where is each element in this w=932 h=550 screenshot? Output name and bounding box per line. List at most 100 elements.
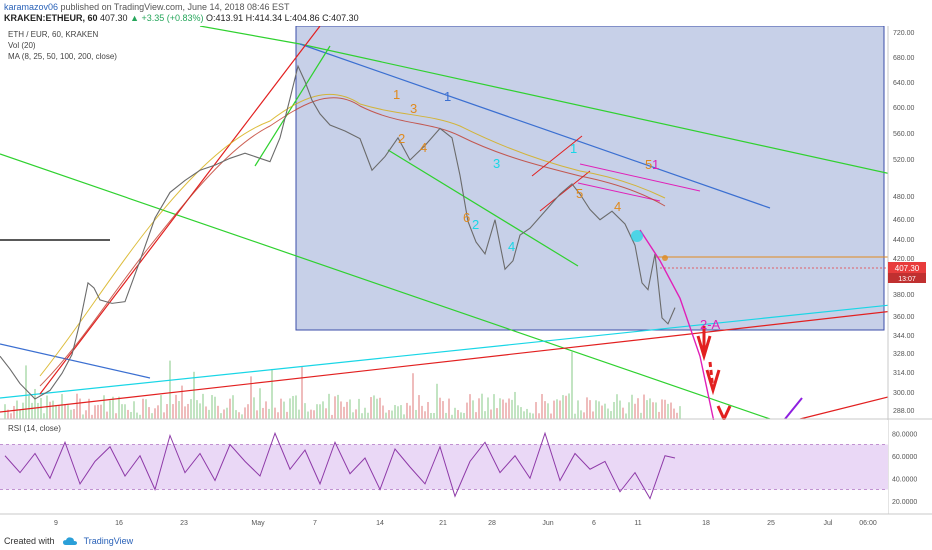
volume-bar — [568, 393, 570, 419]
orange-circle-marker — [662, 255, 668, 261]
volume-bar — [592, 411, 594, 419]
volume-bar — [421, 405, 423, 419]
volume-bar — [43, 413, 45, 419]
author-link[interactable]: karamazov06 — [4, 2, 59, 12]
volume-bar — [655, 402, 657, 419]
volume-bar — [463, 412, 465, 419]
volume-bar — [526, 408, 528, 419]
volume-bar — [502, 399, 504, 419]
price-tick-label: 344.00 — [893, 333, 915, 340]
volume-bar — [433, 413, 435, 419]
volume-bar — [310, 409, 312, 419]
volume-bar — [238, 412, 240, 419]
volume-bar — [370, 397, 372, 419]
rsi-axis-ticks: 80.0000 60.0000 40.0000 20.0000 — [892, 431, 917, 506]
volume-bar — [613, 401, 615, 419]
volume-bar — [25, 365, 27, 419]
wave-label: 3 — [493, 156, 500, 171]
volume-bar — [538, 413, 540, 419]
volume-bar — [418, 395, 420, 419]
volume-bar — [349, 399, 351, 419]
volume-bar — [460, 412, 462, 419]
volume-bar — [223, 409, 225, 419]
wave-label: 1 — [393, 87, 400, 102]
volume-bar — [295, 395, 297, 419]
volume-bar — [511, 399, 513, 419]
time-tick-label: 9 — [54, 520, 58, 527]
time-axis[interactable]: 9 16 23 May 7 14 21 28 Jun 6 11 18 25 Jul 06:00 — [54, 520, 877, 527]
volume-bar — [535, 402, 537, 419]
volume-bar — [661, 399, 663, 419]
chart-footer: Created with TradingView — [0, 532, 932, 550]
green-trendline-lower — [0, 153, 771, 420]
volume-bar — [166, 404, 168, 419]
volume-bar — [169, 360, 171, 419]
volume-bar — [265, 401, 267, 419]
volume-bar — [493, 394, 495, 419]
price-pane[interactable] — [0, 26, 888, 419]
price-tick-label: 460.00 — [893, 217, 915, 224]
volume-bar — [379, 397, 381, 419]
wave-label: 5 — [576, 186, 583, 201]
volume-bar — [157, 405, 159, 419]
price-tick-label: 314.00 — [893, 370, 915, 377]
volume-bar — [628, 402, 630, 419]
volume-bar — [19, 409, 21, 419]
volume-bar — [313, 410, 315, 419]
last-price-time-tag — [888, 273, 926, 283]
price-change: ▲ +3.35 (+0.83%) — [130, 13, 204, 23]
volume-bar — [616, 394, 618, 419]
volume-bar — [406, 402, 408, 419]
volume-bar — [562, 395, 564, 419]
volume-bar — [34, 388, 36, 419]
cloud-logo-icon — [63, 537, 78, 546]
volume-bar — [436, 383, 438, 419]
volume-bar — [103, 395, 105, 419]
volume-bar — [442, 401, 444, 419]
price-tick-label: 640.00 — [893, 80, 915, 87]
volume-bar — [259, 388, 261, 419]
time-tick-label: May — [251, 520, 265, 527]
volume-bar — [304, 403, 306, 419]
volume-bar — [286, 411, 288, 419]
price-tick-label: 380.00 — [893, 292, 915, 299]
volume-bar — [181, 385, 183, 419]
tradingview-brand[interactable]: TradingView — [83, 536, 134, 546]
volume-bar — [106, 411, 108, 419]
price-tick-label: 680.00 — [893, 55, 915, 62]
volume-bar — [121, 404, 123, 419]
symbol-line: KRAKEN:ETHEUR, 60 407.30 ▲ +3.35 (+0.83%… — [4, 13, 359, 23]
volume-bar — [187, 403, 189, 419]
volume-bar — [220, 413, 222, 419]
footer-text: Created with TradingView — [4, 536, 133, 546]
time-tick-label: 11 — [634, 520, 641, 527]
volume-bar — [373, 395, 375, 419]
last-price: 407.30 — [100, 13, 128, 23]
green-trendline-upper-ext — [199, 26, 301, 45]
volume-bar — [598, 401, 600, 419]
volume-bar — [448, 398, 450, 419]
volume-bar — [517, 405, 519, 419]
ohlc-values: O:413.91 H:414.34 L:404.86 C:407.30 — [206, 13, 359, 23]
volume-bar — [643, 394, 645, 419]
volume-bar — [469, 394, 471, 419]
tradingview-chart[interactable]: 2-A 1 2 3 4 1 6 2 3 4 1 5 4 1 5 ETH / EU… — [0, 26, 932, 532]
volume-bar — [487, 397, 489, 419]
volume-bar — [100, 404, 102, 419]
volume-bar — [10, 413, 12, 419]
volume-bar — [307, 411, 309, 419]
time-tick-label: Jul — [824, 520, 833, 527]
wave-label: 6 — [463, 210, 470, 225]
volume-bar — [391, 410, 393, 419]
symbol-name: KRAKEN:ETHEUR, 60 — [4, 13, 98, 23]
volume-bar — [262, 407, 264, 419]
volume-bar — [382, 405, 384, 419]
wave-label: 2 — [472, 217, 479, 232]
price-axis[interactable] — [888, 26, 932, 419]
volume-bar — [667, 403, 669, 419]
rsi-tick-label: 20.0000 — [892, 499, 917, 506]
volume-bar — [190, 399, 192, 419]
volume-bar — [322, 401, 324, 419]
volume-bar — [178, 401, 180, 419]
chart-header: karamazov06 published on TradingView.com… — [0, 0, 932, 26]
